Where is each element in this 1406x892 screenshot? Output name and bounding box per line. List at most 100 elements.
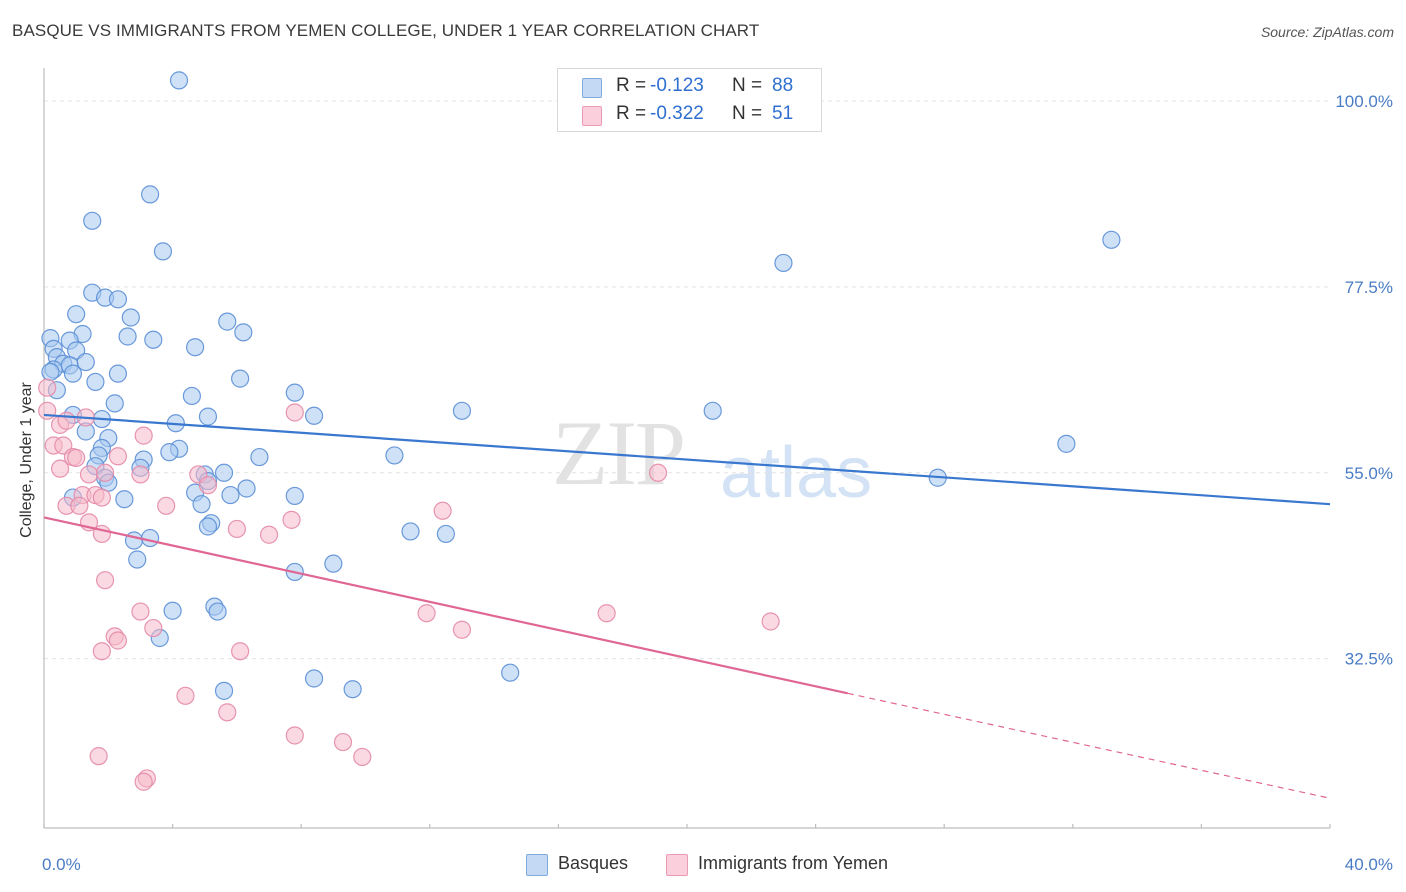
point-basques (108, 290, 128, 309)
point-yemen (38, 401, 57, 420)
trend-line-yemen-extension (847, 692, 1331, 799)
bottom-legend-swatch-yemen (666, 854, 688, 876)
bottom-legend-swatch-basques (526, 854, 548, 876)
point-yemen (648, 463, 668, 482)
point-yemen (67, 448, 86, 468)
y-tick-label: 77.5% (1345, 278, 1393, 297)
point-basques (703, 401, 722, 420)
point-yemen (198, 476, 218, 495)
point-basques (169, 71, 189, 90)
point-yemen (285, 726, 304, 745)
point-basques (231, 369, 250, 388)
point-basques (186, 338, 205, 357)
point-basques (214, 681, 234, 700)
point-basques (198, 517, 218, 536)
point-yemen (79, 465, 99, 484)
bottom-legend-label-basques: Basques (558, 853, 629, 873)
legend-swatch-yemen (582, 106, 602, 126)
watermark-zip: ZIP (552, 402, 686, 504)
point-yemen (144, 618, 163, 638)
correlation-legend: R = -0.123 N = 88 R = -0.322 N = 51 (557, 68, 822, 132)
point-basques (208, 602, 227, 621)
point-yemen (227, 519, 246, 539)
point-yemen (92, 642, 111, 661)
point-basques (774, 253, 793, 273)
point-basques (1102, 230, 1121, 249)
point-yemen (282, 510, 301, 529)
point-basques (304, 406, 324, 425)
legend-n-value: 88 (772, 75, 794, 96)
legend-row-basques: R = -0.123 N = 88 (558, 73, 821, 101)
point-basques (128, 550, 147, 569)
point-basques (436, 524, 455, 544)
point-basques (121, 308, 140, 327)
chart-title: BASQUE VS IMMIGRANTS FROM YEMEN COLLEGE,… (12, 21, 760, 40)
legend-n-label: N = (732, 75, 763, 96)
point-basques (343, 680, 362, 699)
point-basques (218, 312, 237, 331)
point-basques (237, 479, 256, 498)
bottom-legend-label-yemen: Immigrants from Yemen (698, 853, 889, 873)
x-tick-label-max: 40.0% (1345, 855, 1393, 874)
point-yemen (597, 604, 616, 623)
source-credit: Source: ZipAtlas.com (1260, 24, 1394, 40)
point-yemen (176, 686, 195, 705)
point-basques (285, 383, 304, 402)
point-yemen (95, 463, 115, 482)
point-basques (324, 554, 343, 573)
point-yemen (433, 501, 452, 520)
point-yemen (95, 571, 115, 590)
point-yemen (157, 496, 176, 515)
legend-r-value: -0.123 (650, 75, 704, 96)
point-yemen (70, 496, 89, 515)
trend-line-basques (43, 413, 1331, 506)
point-yemen (333, 732, 353, 752)
point-basques (163, 601, 182, 620)
x-tick-label-min: 0.0% (42, 855, 81, 874)
point-basques (1057, 434, 1076, 453)
y-tick-label: 32.5% (1345, 650, 1393, 669)
point-basques (153, 242, 173, 261)
point-basques (160, 443, 179, 462)
point-yemen (134, 772, 153, 791)
point-basques (221, 485, 240, 505)
point-yemen (134, 426, 153, 445)
legend-r-value: -0.322 (650, 103, 704, 124)
point-yemen (761, 612, 780, 631)
point-basques (285, 486, 304, 506)
point-yemen (38, 378, 57, 397)
point-yemen (57, 411, 76, 430)
point-basques (76, 352, 95, 372)
legend-r-label: R = (616, 103, 647, 124)
legend-r-label: R = (616, 75, 647, 96)
point-yemen (353, 747, 372, 767)
point-basques (304, 669, 324, 688)
point-yemen (452, 620, 472, 639)
scatter-points (38, 71, 1121, 791)
point-basques (63, 364, 83, 383)
point-basques (452, 401, 472, 420)
point-yemen (108, 631, 128, 650)
point-yemen (131, 465, 150, 484)
point-yemen (285, 403, 304, 422)
point-basques (115, 490, 134, 509)
point-basques (198, 407, 218, 426)
point-yemen (218, 703, 237, 722)
point-yemen (92, 488, 111, 507)
point-basques (214, 463, 234, 482)
point-basques (401, 522, 420, 541)
point-basques (108, 364, 128, 383)
point-basques (124, 531, 144, 550)
x-ticks (43, 824, 1331, 828)
point-yemen (259, 525, 279, 544)
y-tick-label: 100.0% (1335, 92, 1393, 111)
point-basques (140, 528, 160, 548)
point-basques (67, 305, 86, 324)
point-basques (182, 386, 201, 406)
point-basques (83, 211, 102, 230)
point-yemen (50, 459, 70, 478)
y-tick-labels: 32.5% 55.0% 77.5% 100.0% (1335, 92, 1393, 669)
point-yemen (131, 602, 150, 621)
legend-n-value: 51 (772, 103, 794, 124)
